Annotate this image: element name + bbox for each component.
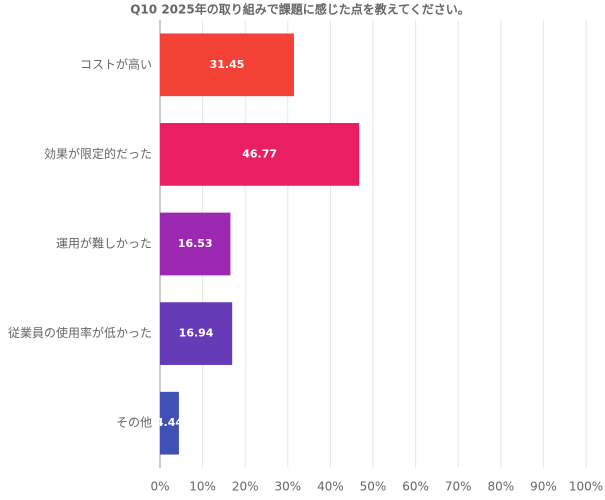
bar <box>160 391 179 455</box>
value-label: 46.77 <box>242 147 277 160</box>
y-tick-label: コストが高い <box>80 56 152 71</box>
value-label: 16.53 <box>178 237 213 250</box>
y-tick-label: 効果が限定的だった <box>44 146 152 161</box>
y-tick-label: その他 <box>116 416 152 430</box>
y-tick-label: 従業員の使用率が低かった <box>8 325 152 340</box>
x-tick-label: 70% <box>445 480 472 494</box>
x-tick-label: 20% <box>232 480 259 494</box>
y-tick-label: 運用が難しかった <box>56 236 152 251</box>
chart-title: Q10 2025年の取り組みで課題に感じた点を教えてください。 <box>130 2 470 17</box>
x-tick-label: 40% <box>317 480 344 494</box>
bar <box>160 123 360 186</box>
value-label: 31.45 <box>210 58 245 71</box>
bar <box>160 33 294 97</box>
x-tick-label: 10% <box>189 480 216 494</box>
x-tick-label: 50% <box>360 480 387 494</box>
bar <box>160 302 233 365</box>
x-tick-label: 90% <box>530 480 557 494</box>
x-tick-label: 80% <box>487 480 514 494</box>
x-tick-label: 60% <box>402 480 429 494</box>
x-tick-label: 100% <box>569 480 603 494</box>
value-label: 16.94 <box>179 327 214 340</box>
bar <box>160 212 231 276</box>
x-tick-label: 30% <box>274 480 301 494</box>
x-tick-label: 0% <box>150 480 169 494</box>
value-label: 4.44 <box>156 416 183 429</box>
